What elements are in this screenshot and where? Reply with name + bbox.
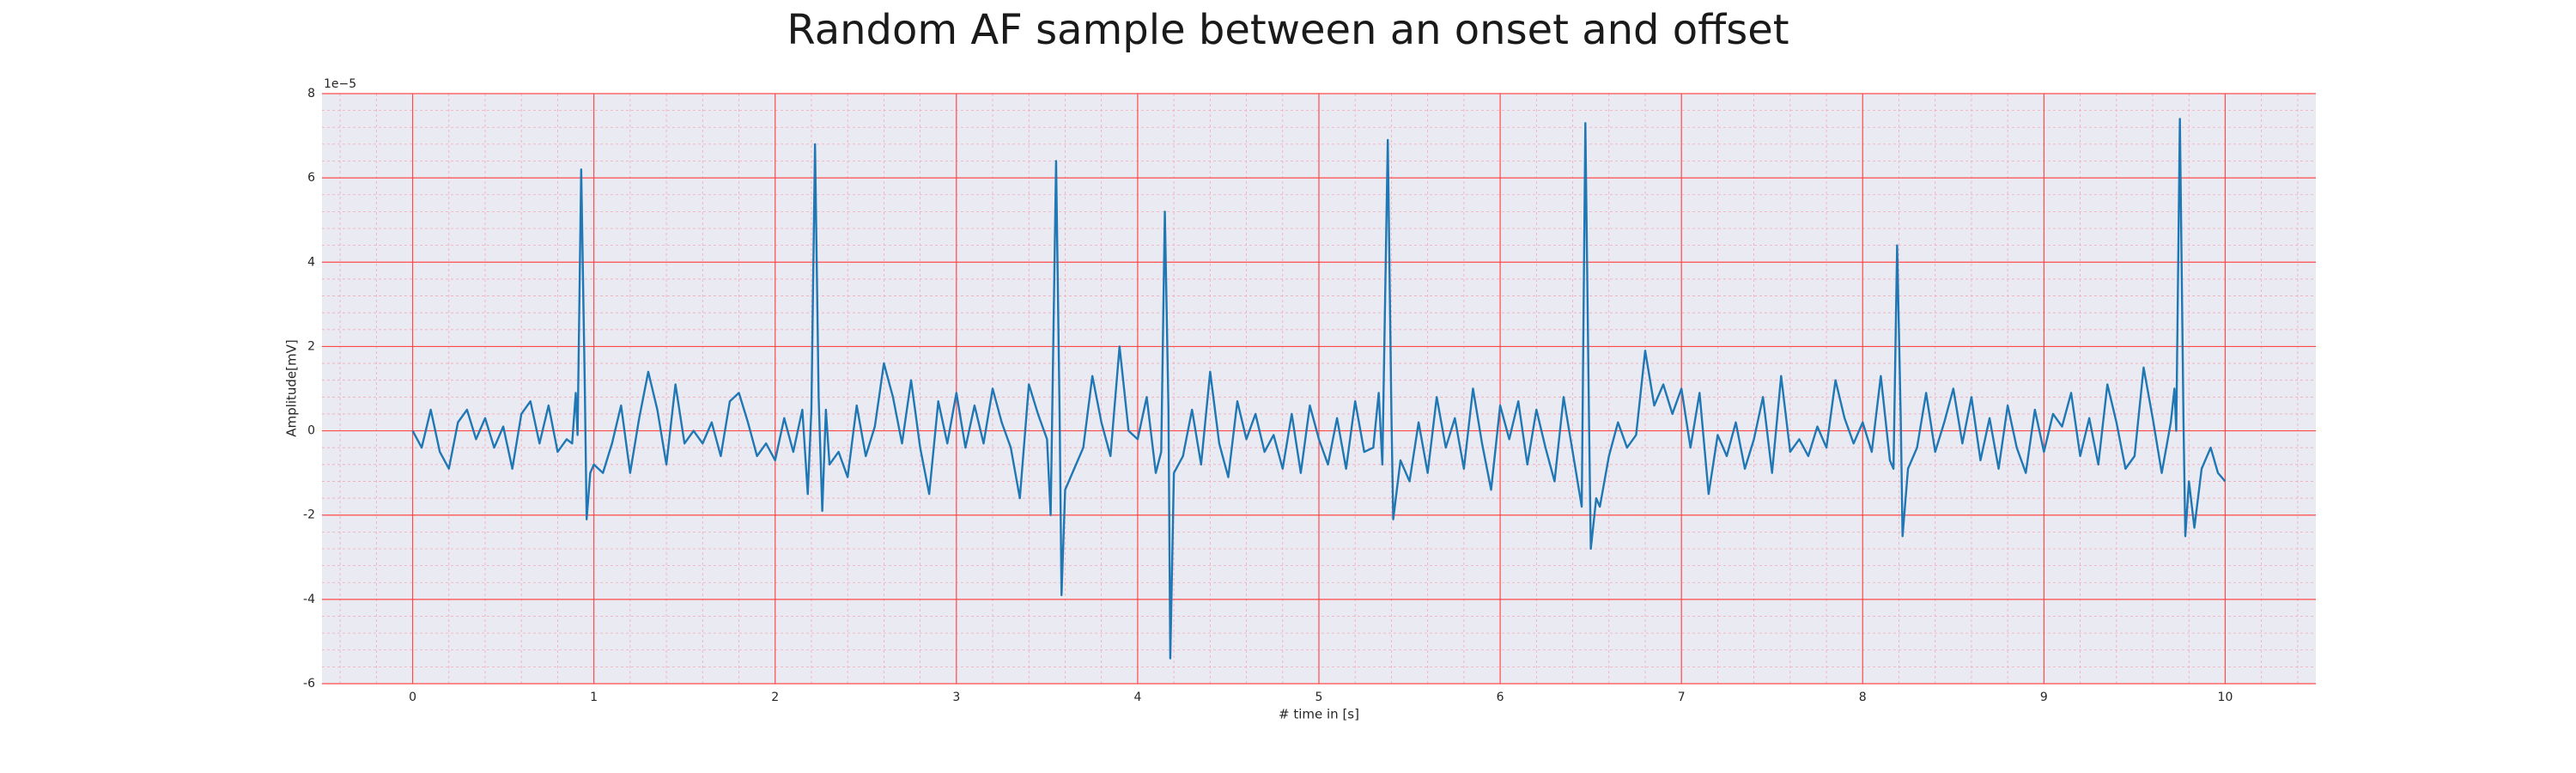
signal-line bbox=[411, 118, 2227, 660]
y-tick-label: -4 bbox=[303, 593, 315, 606]
x-tick-label: 1 bbox=[590, 691, 598, 704]
y-tick-label: 8 bbox=[307, 87, 315, 100]
x-tick-label: 0 bbox=[409, 691, 416, 704]
x-axis-label: # time in [s] bbox=[1279, 707, 1359, 722]
y-tick-label: 4 bbox=[307, 255, 315, 269]
y-axis-label: Amplitude[mV] bbox=[284, 339, 300, 436]
x-tick-label: 8 bbox=[1859, 691, 1867, 704]
x-tick-label: 3 bbox=[952, 691, 960, 704]
y-offset-label: 1e−5 bbox=[324, 77, 356, 91]
x-tick-label: 7 bbox=[1678, 691, 1686, 704]
y-tick-label: 2 bbox=[307, 339, 315, 353]
x-tick-label: 5 bbox=[1315, 691, 1323, 704]
y-tick-label: -2 bbox=[303, 508, 315, 522]
x-tick-label: 9 bbox=[2040, 691, 2048, 704]
y-tick-label: 0 bbox=[307, 424, 315, 438]
x-tick-label: 4 bbox=[1133, 691, 1141, 704]
x-tick-label: 10 bbox=[2218, 691, 2233, 704]
chart-title: Random AF sample between an onset and of… bbox=[787, 6, 1789, 54]
x-tick-label: 2 bbox=[771, 691, 779, 704]
y-tick-label: 6 bbox=[307, 171, 315, 185]
x-tick-label: 6 bbox=[1497, 691, 1504, 704]
y-tick-label: -6 bbox=[303, 677, 315, 691]
